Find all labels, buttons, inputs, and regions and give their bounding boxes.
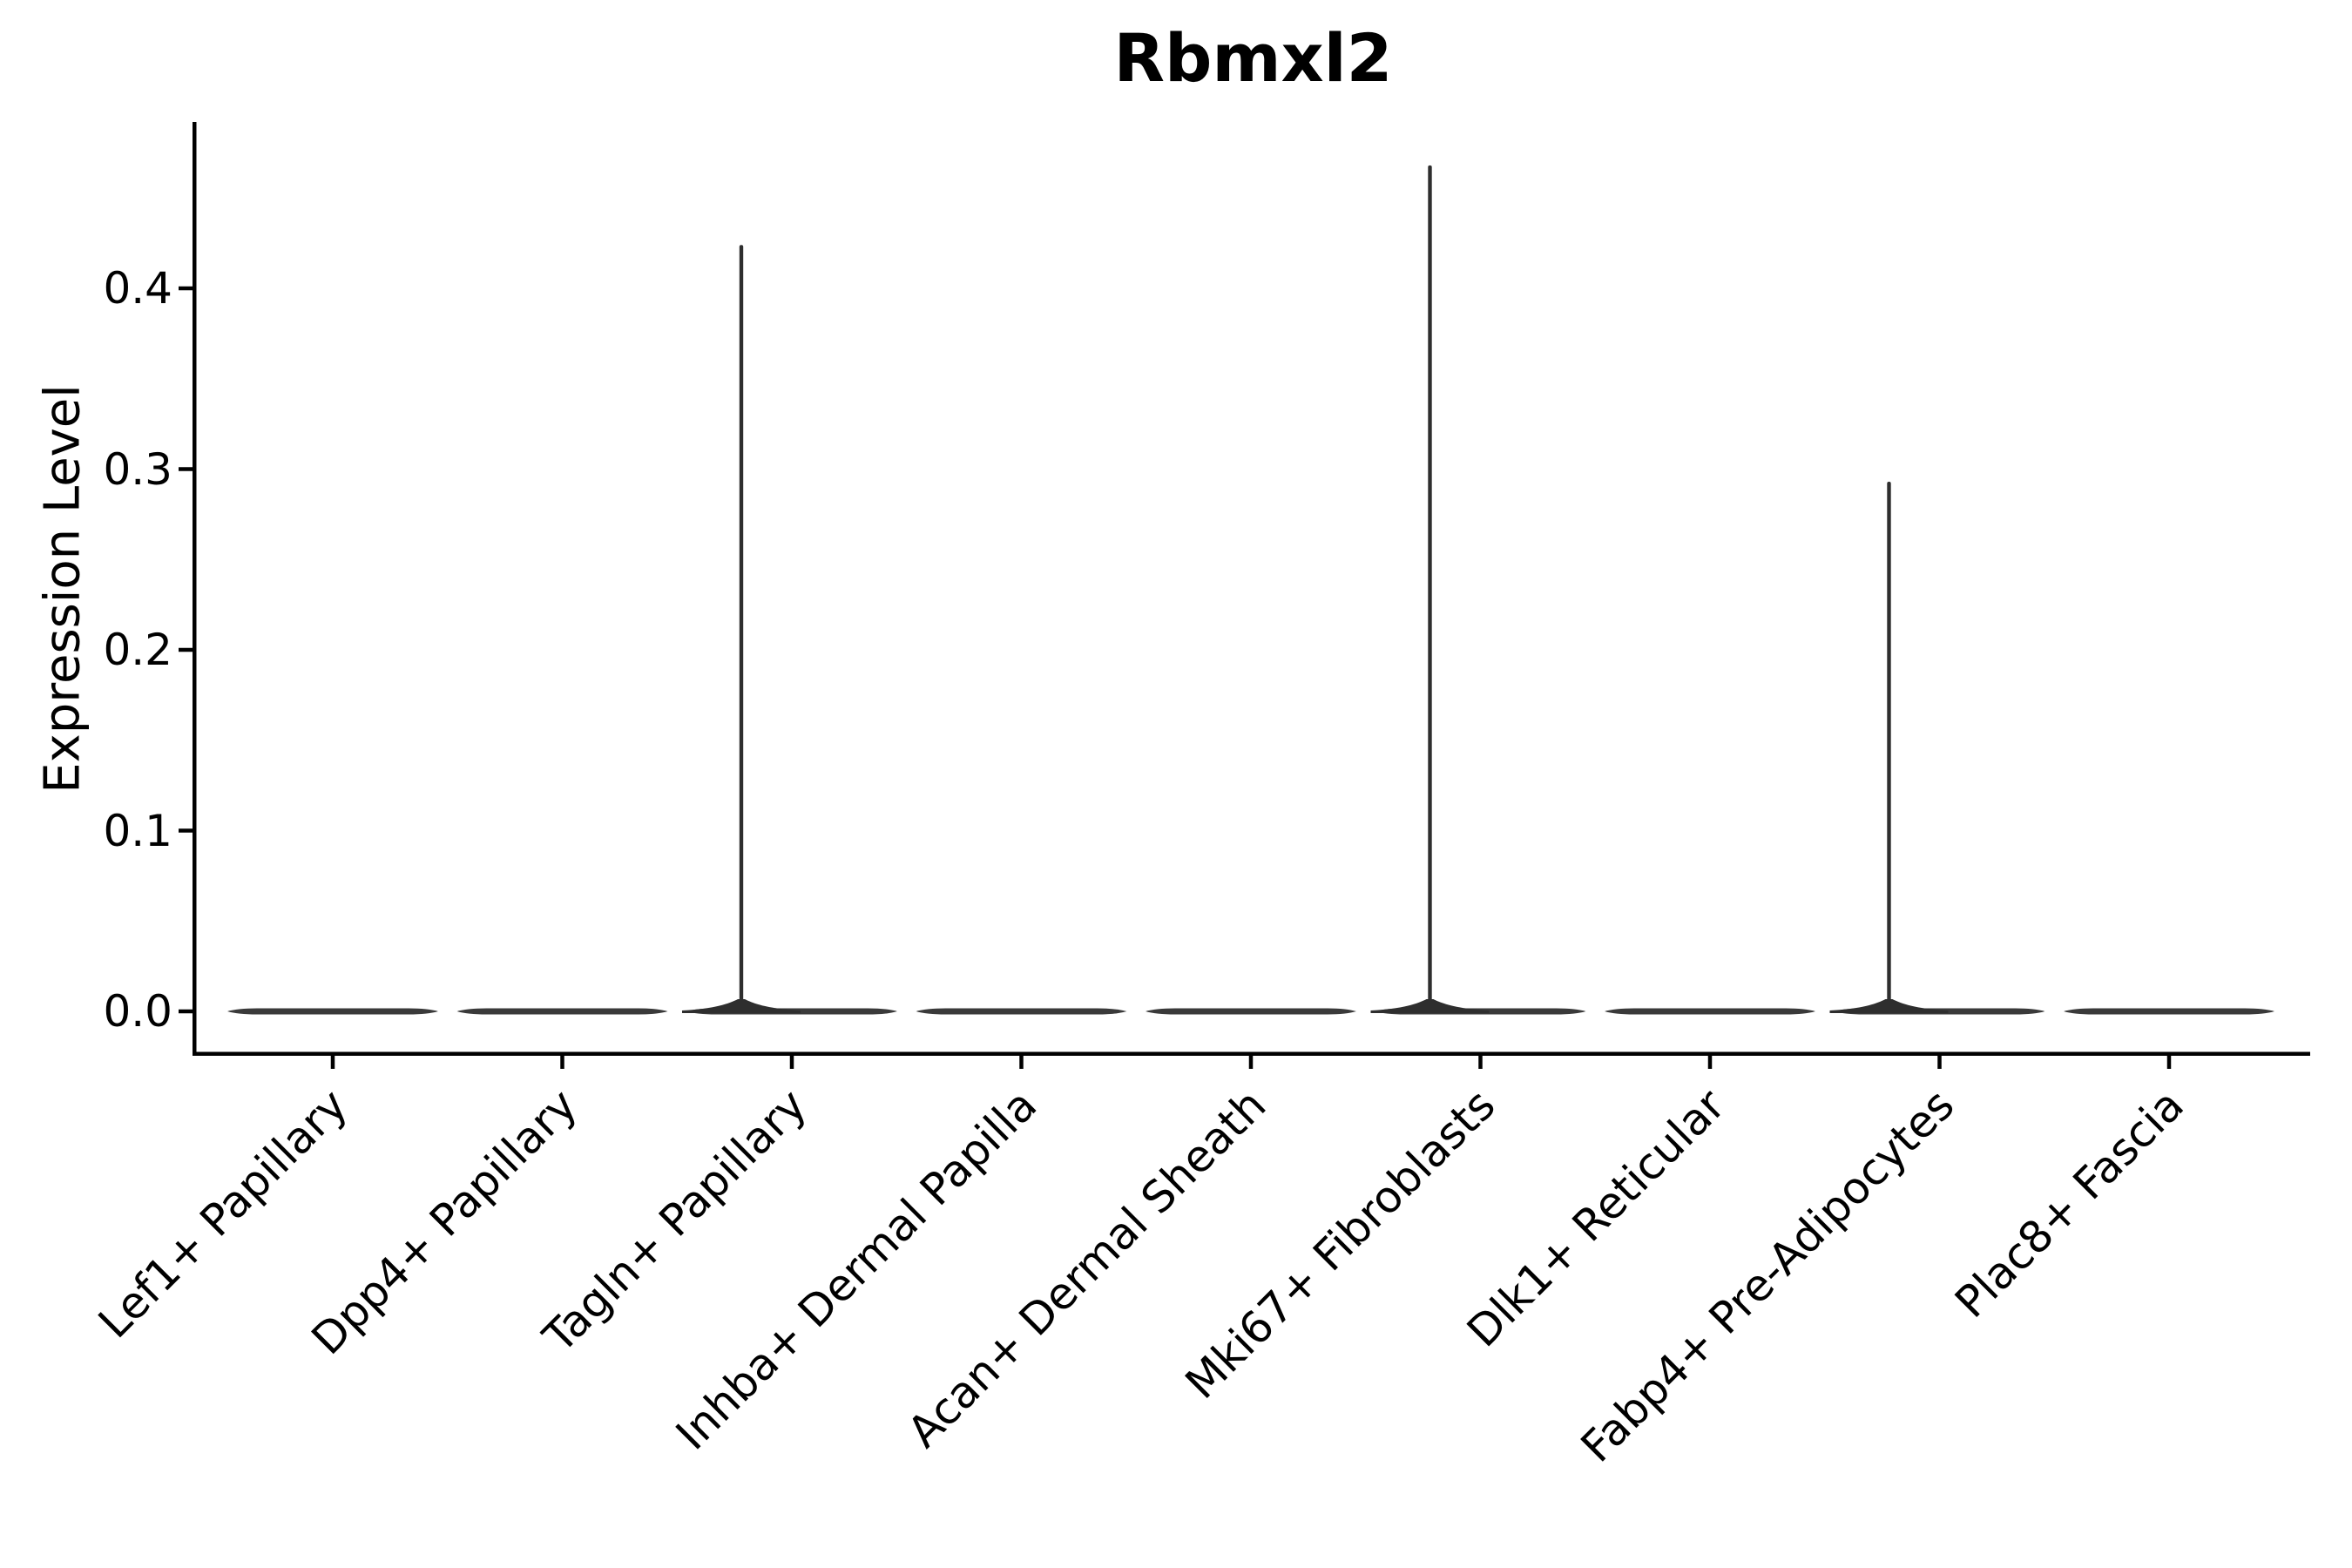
x-tick-mark — [1248, 1056, 1254, 1069]
violin-body — [1605, 1008, 1815, 1015]
x-tick-mark — [1707, 1056, 1713, 1069]
chart-title: Rbmxl2 — [1113, 19, 1393, 97]
x-tick-mark — [330, 1056, 335, 1069]
y-axis-spine — [193, 122, 197, 1056]
x-axis-spine — [193, 1051, 2310, 1056]
x-tick-mark — [2166, 1056, 2172, 1069]
y-tick-mark — [179, 286, 193, 291]
violin-body — [2064, 1008, 2274, 1015]
y-tick-label: 0.1 — [103, 805, 172, 856]
y-tick-label: 0.3 — [103, 443, 172, 495]
y-tick-mark — [179, 647, 193, 652]
x-tick-mark — [1019, 1056, 1024, 1069]
violin-body — [227, 1008, 438, 1015]
violin-body — [916, 1008, 1127, 1015]
x-tick-mark — [1478, 1056, 1483, 1069]
violin-spike — [1428, 165, 1432, 1011]
violin-body — [1146, 1008, 1356, 1015]
y-tick-label: 0.0 — [103, 986, 172, 1037]
x-tick-mark — [560, 1056, 564, 1069]
y-tick-label: 0.2 — [103, 625, 172, 675]
y-tick-mark — [179, 828, 193, 833]
y-tick-mark — [179, 1009, 193, 1014]
violin-body — [456, 1008, 668, 1015]
violin-spike — [739, 245, 744, 1011]
violin-spike — [1887, 482, 1891, 1011]
y-tick-label: 0.4 — [103, 263, 172, 314]
x-tick-mark — [789, 1056, 794, 1069]
y-tick-mark — [179, 467, 193, 471]
x-tick-mark — [1937, 1056, 1942, 1069]
